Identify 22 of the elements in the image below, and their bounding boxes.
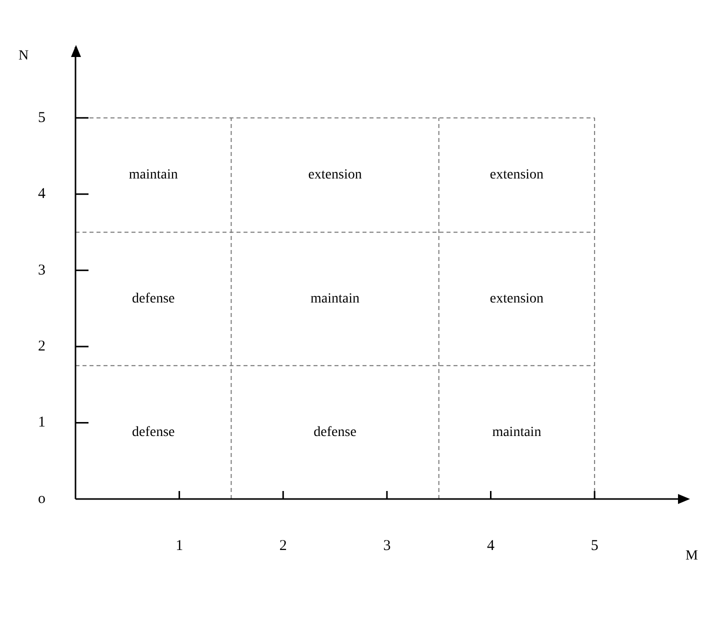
annotation: maintain	[492, 424, 542, 440]
x-axis-title: M	[686, 548, 699, 564]
y-axis-title: N	[18, 48, 29, 64]
x-tick-label: 1	[176, 538, 184, 554]
y-tick-label: o	[38, 490, 46, 507]
annotation: defense	[132, 292, 175, 307]
x-tick-label: 3	[383, 538, 391, 554]
y-tick-label: 3	[38, 262, 46, 278]
annotation: extension	[490, 168, 544, 183]
annotation: defense	[314, 424, 356, 440]
y-tick-label: 4	[38, 186, 46, 202]
annotation: defense	[132, 424, 175, 440]
annotation: extension	[308, 168, 362, 183]
x-tick-label: 2	[279, 538, 287, 554]
annotation: maintain	[128, 168, 178, 183]
y-tick-label: 5	[38, 110, 46, 126]
y-tick-label: 2	[38, 338, 46, 354]
x-tick-label: 5	[590, 538, 598, 554]
annotation: extension	[490, 292, 544, 307]
y-tick-label: 1	[38, 414, 46, 431]
annotation: maintain	[310, 292, 360, 307]
x-tick-label: 4	[487, 538, 496, 554]
